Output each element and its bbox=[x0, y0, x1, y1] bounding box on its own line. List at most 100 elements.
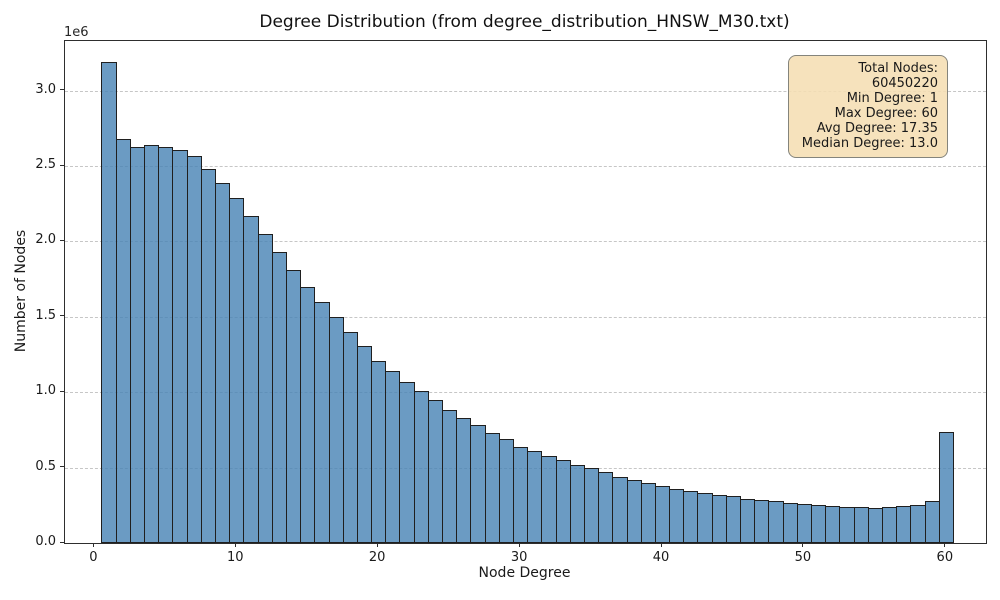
bar-degree-57 bbox=[896, 506, 912, 543]
y-tick-label-0.0: 0.0 bbox=[35, 534, 56, 549]
y-tick-label-1.0: 1.0 bbox=[35, 383, 56, 399]
bar-degree-30 bbox=[513, 446, 529, 543]
y-tick-mark-0.0 bbox=[60, 541, 64, 543]
bar-degree-19 bbox=[356, 345, 373, 543]
stat-avg-degree: Avg Degree: 17.35 bbox=[816, 120, 938, 136]
stats-annotation-box: Total Nodes: 60450220 Min Degree: 1 Max … bbox=[788, 55, 948, 159]
gridline-y-1.0 bbox=[65, 392, 986, 394]
bar-degree-27 bbox=[470, 425, 486, 543]
bar-degree-44 bbox=[711, 494, 727, 543]
bar-degree-53 bbox=[839, 506, 855, 543]
y-tick-label-2.5: 2.5 bbox=[35, 157, 56, 173]
bar-degree-26 bbox=[456, 417, 472, 543]
x-tick-label-50: 50 bbox=[794, 550, 812, 565]
bar-degree-31 bbox=[527, 451, 543, 543]
y-tick-mark-0.5 bbox=[60, 466, 64, 468]
bar-degree-25 bbox=[442, 410, 458, 543]
bar-degree-3 bbox=[129, 146, 146, 543]
bar-degree-18 bbox=[342, 331, 358, 543]
bar-degree-9 bbox=[214, 182, 231, 543]
x-tick-mark-60 bbox=[944, 543, 946, 547]
x-tick-label-0: 0 bbox=[89, 550, 98, 565]
bar-degree-23 bbox=[413, 390, 429, 543]
y-tick-mark-3.0 bbox=[60, 89, 64, 91]
y-tick-label-2.0: 2.0 bbox=[35, 232, 56, 248]
bar-degree-47 bbox=[754, 500, 770, 543]
x-tick-mark-40 bbox=[660, 543, 662, 547]
stat-total-nodes: Total Nodes: 60450220 bbox=[858, 61, 938, 91]
bar-degree-36 bbox=[598, 472, 614, 543]
y-tick-mark-2.0 bbox=[60, 239, 64, 241]
y-tick-mark-1.5 bbox=[60, 315, 64, 317]
bar-degree-32 bbox=[541, 455, 557, 543]
bar-degree-10 bbox=[229, 197, 245, 543]
bar-degree-46 bbox=[740, 498, 756, 543]
y-tick-label-3.0: 3.0 bbox=[35, 81, 56, 97]
bar-degree-40 bbox=[654, 485, 671, 543]
stat-min-degree: Min Degree: 1 bbox=[846, 90, 938, 106]
x-tick-label-10: 10 bbox=[227, 550, 244, 565]
y-axis-label: Number of Nodes bbox=[13, 229, 29, 353]
gridline-y-2.5 bbox=[65, 166, 986, 168]
x-tick-label-40: 40 bbox=[652, 550, 670, 565]
y-tick-label-1.5: 1.5 bbox=[35, 307, 56, 323]
bar-degree-21 bbox=[385, 371, 401, 543]
x-tick-label-30: 30 bbox=[510, 550, 528, 565]
x-tick-mark-10 bbox=[234, 543, 236, 547]
y-tick-mark-1.0 bbox=[60, 390, 64, 392]
bar-degree-58 bbox=[910, 505, 926, 543]
bar-degree-24 bbox=[427, 399, 444, 543]
x-tick-label-60: 60 bbox=[936, 550, 954, 565]
bar-degree-52 bbox=[825, 505, 841, 543]
bar-degree-54 bbox=[853, 507, 869, 543]
bar-degree-15 bbox=[300, 286, 316, 543]
x-axis-label: Node Degree bbox=[478, 565, 571, 581]
y-tick-mark-2.5 bbox=[60, 164, 64, 166]
x-tick-mark-0 bbox=[92, 543, 94, 547]
bar-degree-17 bbox=[328, 316, 344, 543]
bar-degree-45 bbox=[725, 496, 742, 543]
bar-degree-37 bbox=[612, 476, 628, 543]
chart-title: Degree Distribution (from degree_distrib… bbox=[259, 12, 790, 32]
gridline-y-2.0 bbox=[65, 241, 986, 243]
bar-degree-28 bbox=[484, 432, 500, 543]
bar-degree-39 bbox=[640, 482, 656, 543]
bar-degree-4 bbox=[144, 145, 160, 543]
x-tick-mark-30 bbox=[518, 543, 520, 547]
bar-degree-33 bbox=[555, 460, 571, 543]
bar-degree-56 bbox=[881, 506, 898, 543]
bar-degree-50 bbox=[796, 503, 813, 543]
bar-degree-22 bbox=[399, 381, 415, 543]
bar-degree-12 bbox=[257, 233, 273, 543]
bar-degree-55 bbox=[867, 507, 883, 543]
x-tick-label-20: 20 bbox=[368, 550, 386, 565]
bar-degree-59 bbox=[924, 500, 940, 543]
bar-degree-35 bbox=[583, 467, 600, 543]
plot-area bbox=[64, 40, 987, 544]
bar-degree-51 bbox=[811, 504, 827, 543]
bar-degree-1 bbox=[101, 62, 117, 543]
bar-degree-5 bbox=[158, 146, 174, 543]
stat-median-degree: Median Degree: 13.0 bbox=[801, 135, 938, 151]
bar-degree-38 bbox=[626, 479, 642, 543]
bar-degree-11 bbox=[243, 215, 259, 543]
bar-degree-7 bbox=[186, 155, 202, 543]
bar-degree-41 bbox=[669, 488, 685, 543]
bar-degree-6 bbox=[172, 149, 188, 543]
bar-degree-8 bbox=[200, 169, 216, 543]
bar-degree-16 bbox=[314, 301, 330, 543]
gridline-y-1.5 bbox=[65, 316, 986, 318]
bar-degree-20 bbox=[371, 360, 387, 543]
gridline-y-3.0 bbox=[65, 90, 986, 92]
bar-degree-43 bbox=[697, 492, 713, 543]
y-axis-offset-text: 1e6 bbox=[64, 25, 89, 40]
bar-degree-34 bbox=[569, 464, 585, 543]
bar-degree-14 bbox=[285, 270, 302, 543]
bar-degree-42 bbox=[683, 491, 699, 543]
y-tick-label-0.5: 0.5 bbox=[35, 458, 56, 474]
stat-max-degree: Max Degree: 60 bbox=[834, 105, 938, 121]
bar-degree-13 bbox=[271, 252, 287, 543]
x-tick-mark-50 bbox=[802, 543, 804, 547]
bar-degree-48 bbox=[768, 501, 784, 543]
